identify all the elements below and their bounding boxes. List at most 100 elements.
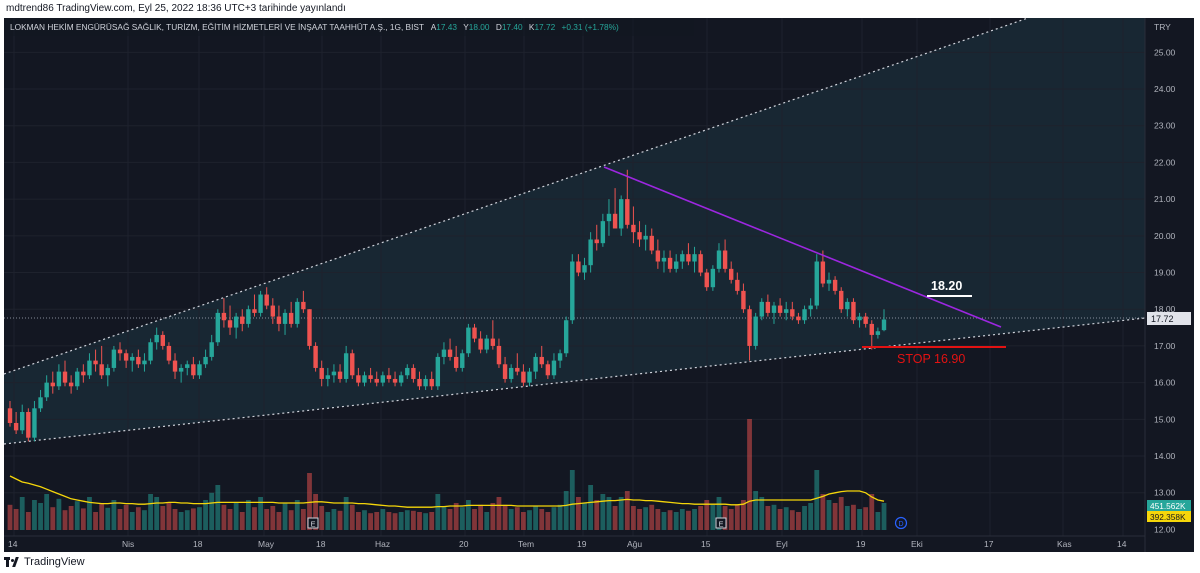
chart-panel[interactable]: STOP 16.90 18.20 LOKMAN HEKİM ENGÜRÜSAĞ …: [3, 17, 1194, 552]
candle-body: [698, 254, 703, 273]
volume-bar: [258, 497, 263, 530]
candle-body: [209, 342, 214, 357]
volume-bar: [221, 504, 227, 530]
lower-channel-line[interactable]: [3, 317, 1146, 445]
candle-body: [478, 338, 483, 350]
volume-bar: [19, 497, 25, 530]
volume-bar: [44, 494, 50, 530]
candle-body: [796, 316, 801, 321]
x-tick-label: 19: [577, 539, 587, 549]
volume-bar: [294, 500, 300, 530]
candle-body: [93, 360, 98, 365]
publish-header: mdtrend86 TradingView.com, Eyl 25, 2022 …: [0, 0, 1200, 18]
volume-bar: [777, 509, 783, 530]
dividend-marker[interactable]: D: [894, 516, 908, 530]
candle-body: [447, 349, 453, 357]
volume-bar: [783, 507, 789, 530]
price-axis[interactable]: 25.00 24.00 23.00 22.00 21.00 20.00 19.00 18.00…: [1154, 47, 1176, 534]
candle-body: [87, 360, 92, 376]
x-tick-label: Eki: [911, 539, 923, 549]
volume-bar: [135, 507, 141, 530]
volume-bar: [686, 510, 691, 530]
candle-body: [600, 221, 606, 244]
earnings-marker[interactable]: E: [715, 517, 727, 529]
volume-bar: [410, 510, 416, 530]
brand-name: TradingView: [24, 556, 85, 568]
volume-bar: [25, 512, 31, 530]
volume-bar: [319, 506, 325, 530]
candle-body: [484, 338, 489, 350]
candle-body: [26, 411, 31, 438]
candle-body: [753, 316, 758, 346]
svg-text:E: E: [719, 520, 724, 529]
volume-bar: [123, 504, 129, 530]
candle-body: [741, 290, 746, 310]
candle-body: [319, 367, 324, 379]
tradingview-logo-icon: [4, 557, 20, 567]
volume-bar: [429, 512, 435, 530]
candle-body: [649, 235, 654, 251]
candle-body: [233, 316, 239, 328]
y-tick-label: 25.00: [1154, 47, 1176, 57]
upper-channel-line[interactable]: [3, 17, 1029, 375]
volume-bar: [557, 504, 563, 530]
candle-body: [99, 364, 104, 376]
volume-bar: [655, 509, 661, 530]
candle-body: [881, 319, 887, 331]
volume-bar: [612, 506, 618, 530]
time-axis[interactable]: 14 Nis 18 May 18 Haz 20 Tem 19 Ağu 15 Eyl 19 Eki 17 Kas…: [8, 539, 1127, 549]
tradingview-brand[interactable]: TradingView: [4, 556, 85, 568]
volume-bar: [166, 503, 172, 530]
x-tick-label: Tem: [518, 539, 534, 549]
candle-body: [515, 367, 520, 372]
candle-body: [826, 279, 832, 284]
volume-ma-value: 392.358K: [1150, 512, 1186, 522]
y-tick-label: 15.00: [1154, 414, 1176, 424]
candle-body: [472, 327, 477, 339]
volume-bar: [215, 485, 221, 530]
volume-bar: [56, 498, 62, 530]
volume-bar: [673, 512, 679, 530]
volume-bar: [484, 512, 490, 530]
price-chart[interactable]: STOP 16.90 18.20 LOKMAN HEKİM ENGÜRÜSAĞ …: [3, 17, 1194, 552]
volume-bar: [551, 507, 557, 530]
volume-bar: [184, 510, 190, 530]
candle-body: [123, 353, 129, 361]
candle-body: [625, 199, 630, 225]
volume-bar: [741, 500, 746, 530]
volume-bar: [252, 507, 257, 530]
volume-bar: [160, 506, 166, 530]
candle-body: [13, 422, 19, 431]
resistance-line[interactable]: [603, 166, 1002, 328]
candle-body: [655, 250, 661, 262]
earnings-marker[interactable]: E: [307, 517, 319, 529]
volume-bar: [441, 506, 447, 530]
candle-body: [368, 375, 373, 379]
candles: [7, 169, 887, 442]
volume-bar: [508, 509, 514, 530]
volume-bar: [447, 509, 453, 530]
candle-body: [307, 309, 312, 346]
volume-bar: [465, 500, 471, 530]
volume-bar: [276, 512, 282, 530]
last-price-value: 17.72: [1151, 314, 1174, 324]
x-tick-label: Nis: [122, 539, 134, 549]
candle-body: [594, 239, 599, 244]
volume-bar: [771, 504, 777, 530]
candle-body: [20, 411, 25, 431]
volume-bar: [62, 510, 68, 530]
volume-bar: [789, 510, 795, 530]
candle-body: [380, 375, 386, 383]
y-tick-label: 16.00: [1154, 378, 1176, 388]
candle-body: [527, 371, 532, 383]
channel-fill: [4, 18, 1145, 444]
candle-body: [154, 334, 159, 343]
candle-body: [423, 378, 428, 387]
volume-bar: [288, 510, 294, 530]
candle-body: [545, 364, 551, 376]
candle-body: [722, 250, 728, 269]
candle-body: [356, 375, 361, 383]
y-tick-label: 19.00: [1154, 268, 1176, 278]
volume-bar: [832, 503, 838, 530]
candle-body: [405, 367, 410, 376]
